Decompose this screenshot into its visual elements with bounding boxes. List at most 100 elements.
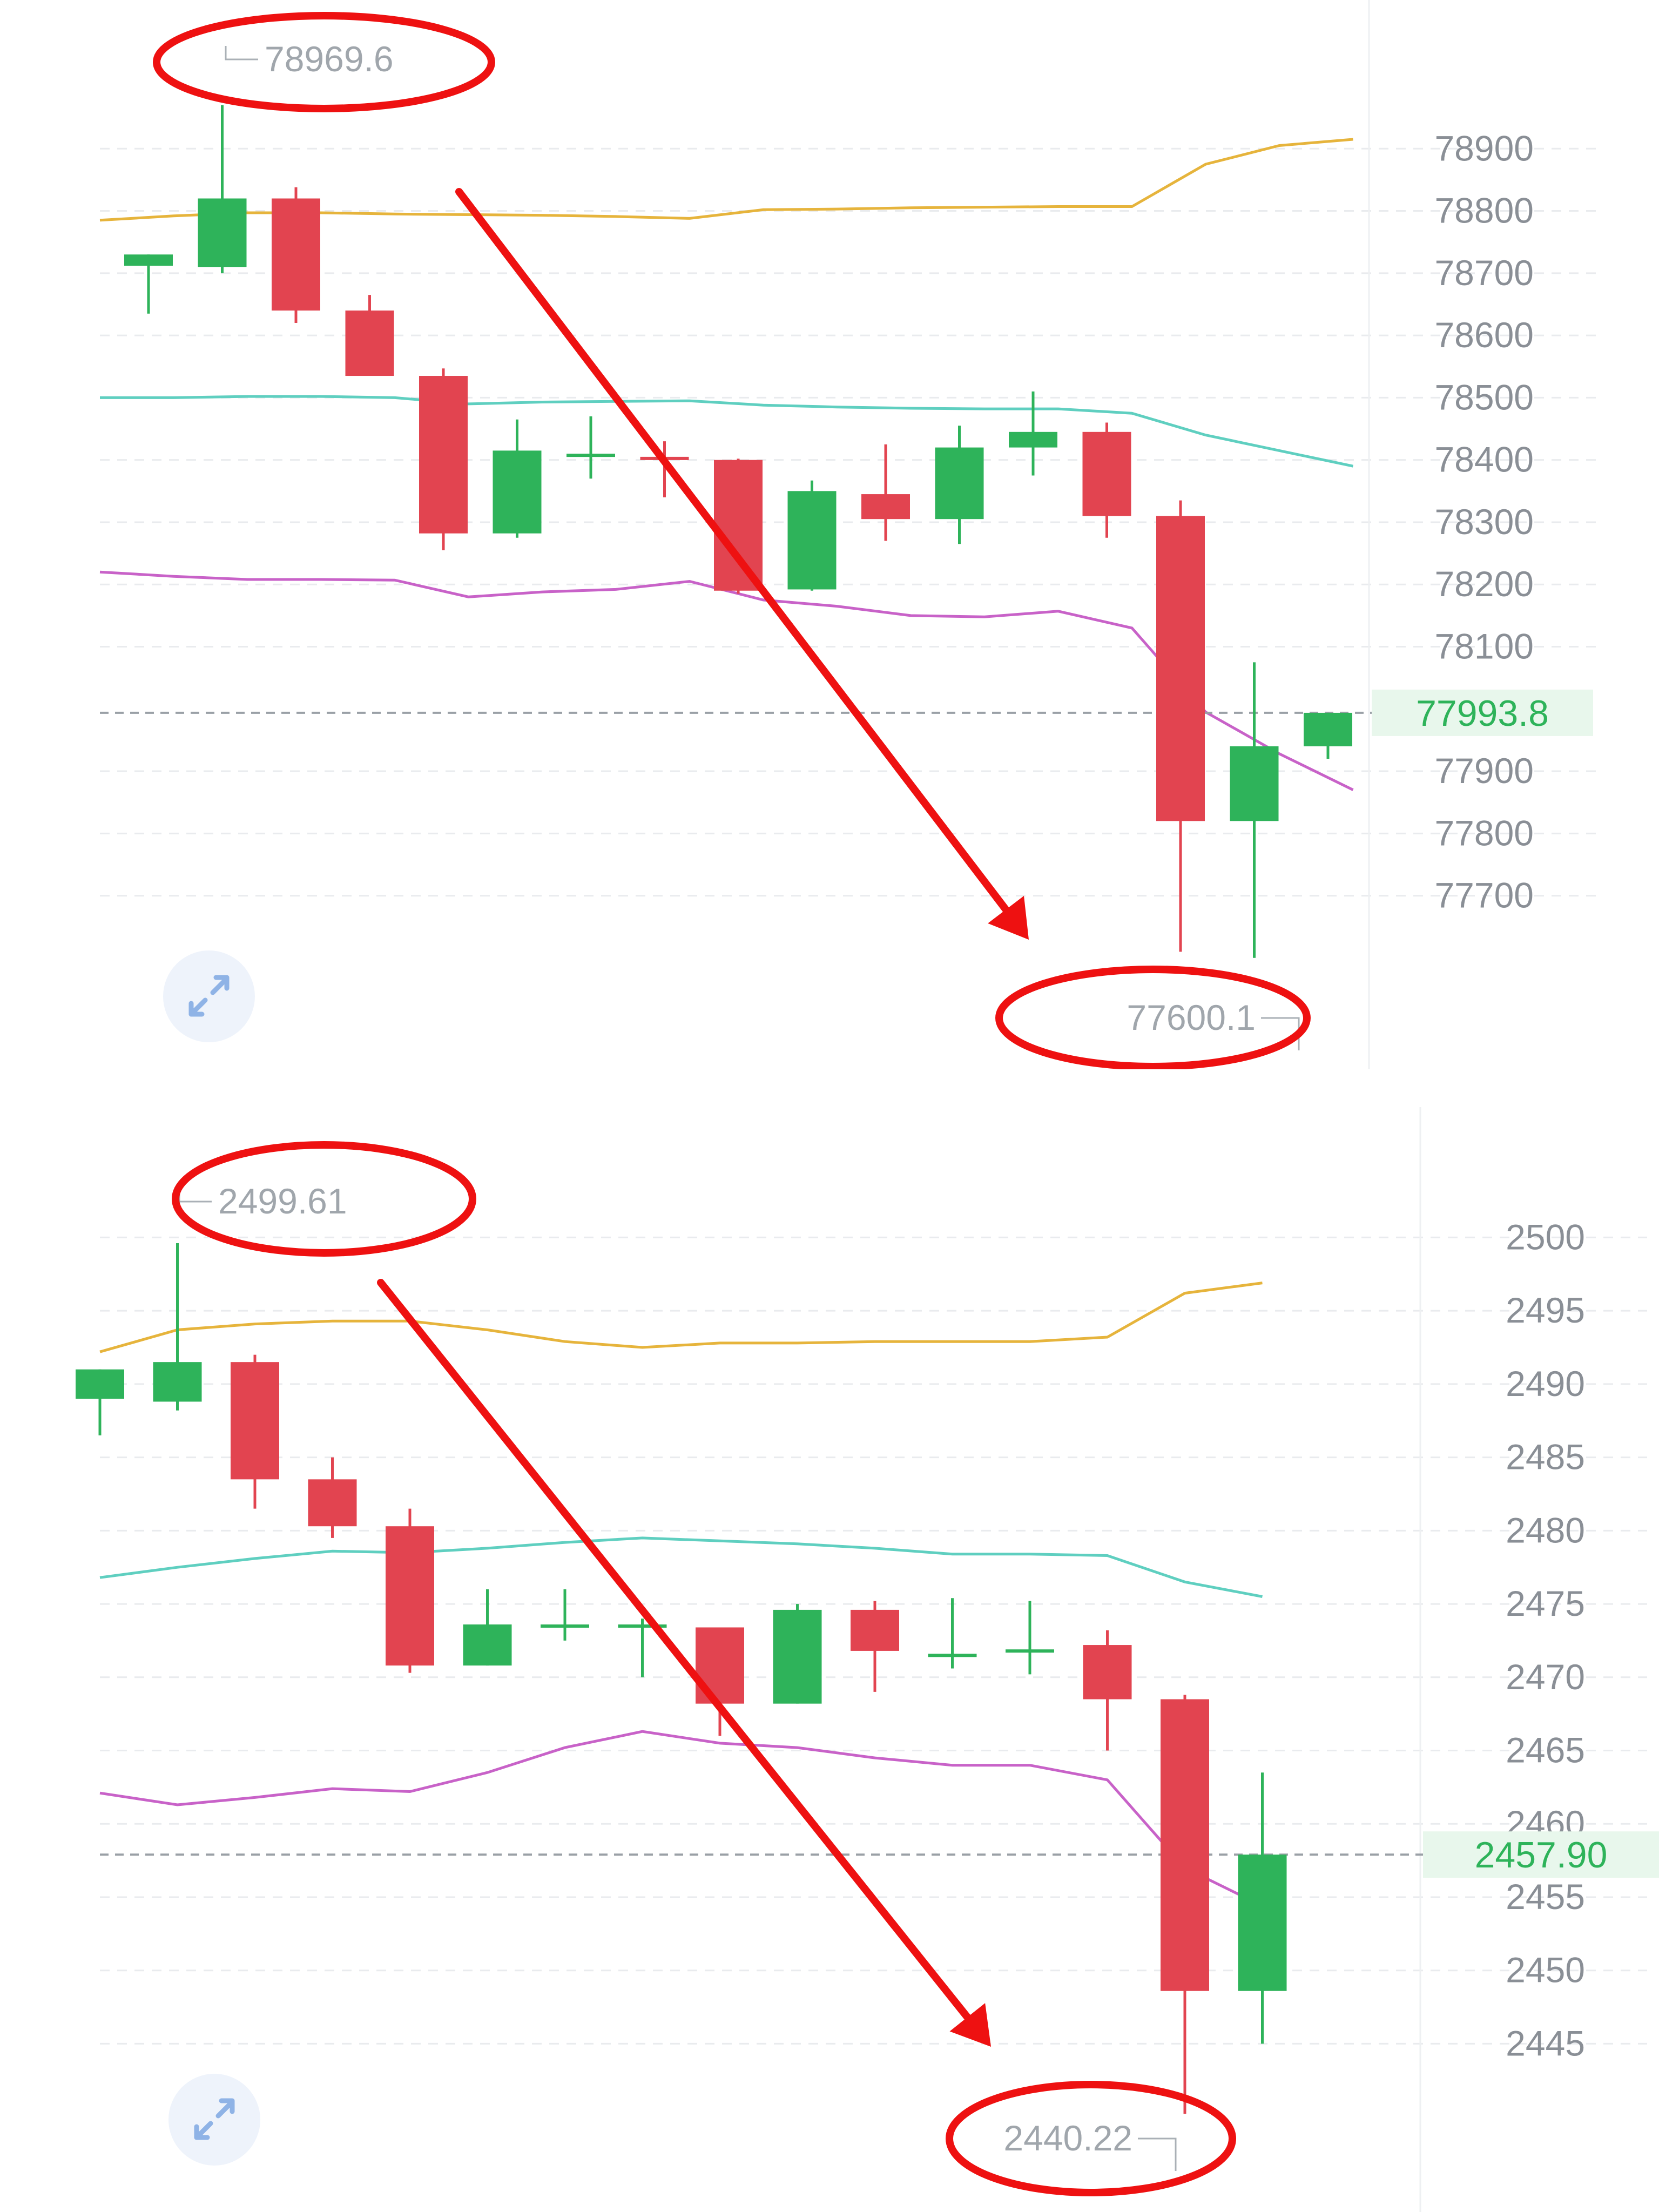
btc-candle-body [1230,746,1279,821]
eth-candle[interactable] [541,1589,589,1641]
eth-candle[interactable] [231,1354,279,1509]
eth-candle-body [463,1624,512,1666]
btc-y-tick-label: 78800 [1434,191,1534,231]
eth-candle-body [851,1609,899,1651]
eth-current-price-label: 2457.90 [1475,1835,1608,1876]
eth-low-leader [1138,2137,1177,2171]
btc-candle-body [1304,712,1352,746]
btc-low-highlight-ellipse [995,966,1311,1069]
btc-candle[interactable] [1009,391,1057,476]
eth-current-price-tag [1423,1831,1659,1878]
eth-candle[interactable] [1083,1630,1132,1751]
eth-candle[interactable] [1006,1601,1054,1675]
eth-low-price-label: 2440.22 [1003,2118,1132,2158]
eth-candle-body [773,1609,822,1704]
btc-candle[interactable] [1230,662,1279,958]
eth-candle-body [231,1362,279,1480]
btc-y-tick-label: 78700 [1434,253,1534,293]
eth-candle-body [1083,1645,1132,1700]
eth-y-tick-label: 2485 [1506,1437,1585,1477]
btc-candlestick-chart[interactable]: 78900 78800 78700 78600 78500 78400 78300 78200… [0,0,1659,1069]
btc-y-tick-label: 78400 [1434,440,1534,480]
eth-candle[interactable] [618,1618,667,1677]
btc-candle[interactable] [567,416,615,479]
btc-candle[interactable] [714,458,763,594]
btc-y-tick-label: 77700 [1434,875,1534,915]
btc-middle-band-line [100,395,1354,468]
eth-candle-body [1161,1699,1209,1991]
btc-y-tick-label: 78200 [1434,564,1534,604]
eth-candle[interactable] [463,1589,512,1666]
btc-high-price-label: 78969.6 [265,39,394,79]
btc-candle-body [198,198,247,267]
btc-current-price-tag [1372,689,1593,736]
eth-high-highlight-ellipse [172,1141,476,1257]
btc-candle-body [419,376,468,534]
eth-candle[interactable] [928,1598,977,1669]
btc-y-tick-label: 78300 [1434,502,1534,542]
btc-y-tick-label: 78900 [1434,128,1534,168]
eth-expand-button[interactable] [168,2074,260,2166]
btc-candle-body [124,254,173,266]
btc-candle-body [787,491,837,590]
eth-candlestick-chart[interactable]: 2500249524902485248024752470246524602455… [0,1107,1659,2212]
eth-low-highlight-ellipse [946,2081,1236,2196]
btc-candle-body [935,447,984,520]
eth-candle[interactable] [308,1457,357,1538]
eth-high-price-label: 2499.61 [218,1181,347,1221]
eth-candle[interactable] [76,1369,124,1435]
btc-y-tick-label: 78100 [1434,626,1534,666]
eth-y-tick-label: 2495 [1506,1290,1585,1330]
eth-upper-band-line [99,1282,1263,1353]
btc-low-price-label: 77600.1 [1127,997,1256,1037]
btc-candle[interactable] [1082,422,1131,538]
btc-candle[interactable] [1156,500,1205,952]
btc-downtrend-arrow-head [988,895,1029,940]
eth-y-tick-label: 2465 [1506,1730,1585,1770]
btc-candle-body [272,198,320,311]
btc-candle[interactable] [419,368,468,550]
btc-candle-body [861,494,910,520]
eth-y-tick-label: 2500 [1506,1217,1585,1257]
eth-candle[interactable] [386,1508,434,1673]
btc-candle[interactable] [493,419,542,538]
eth-middle-band-line [99,1536,1263,1598]
eth-downtrend-arrow-shaft [377,1279,972,2021]
btc-expand-button[interactable] [163,950,255,1042]
eth-y-tick-label: 2450 [1506,1950,1585,1990]
eth-candle-body [308,1479,357,1527]
expand-arrows-icon [188,975,230,1017]
eth-candle-body [541,1624,589,1628]
eth-candle-body [696,1627,744,1704]
btc-candle[interactable] [787,480,837,591]
btc-current-price-label: 77993.8 [1416,693,1549,734]
btc-candle[interactable] [198,105,247,273]
eth-candle[interactable] [153,1243,202,1411]
eth-y-tick-label: 2480 [1506,1510,1585,1550]
btc-grid [100,147,1596,897]
btc-candle[interactable] [345,295,394,376]
btc-candle-body [567,454,615,457]
btc-candle-body [1009,431,1057,448]
btc-y-tick-label: 77900 [1434,751,1534,791]
btc-high-leader [225,46,258,60]
btc-candle-body [493,450,542,534]
btc-candle[interactable] [935,426,984,544]
btc-candle[interactable] [124,254,173,314]
eth-candle[interactable] [851,1601,899,1692]
eth-candle[interactable] [1161,1695,1209,2114]
eth-candle[interactable] [1238,1772,1287,2044]
btc-candles [124,105,1352,958]
btc-y-tick-label: 78600 [1434,315,1534,355]
eth-lower-band-line [99,1730,1263,1907]
btc-low-leader [1261,1017,1300,1050]
eth-candle[interactable] [773,1604,822,1704]
eth-downtrend-arrow-head [949,2003,991,2047]
eth-candle-body [386,1526,434,1666]
eth-y-tick-label: 2445 [1506,2023,1585,2063]
btc-candle[interactable] [1304,712,1352,759]
btc-candle[interactable] [272,187,320,323]
btc-candle[interactable] [861,444,910,541]
eth-candle-body [928,1654,977,1657]
btc-chart-panel: 78900 78800 78700 78600 78500 78400 78300 78200… [0,0,1659,1069]
